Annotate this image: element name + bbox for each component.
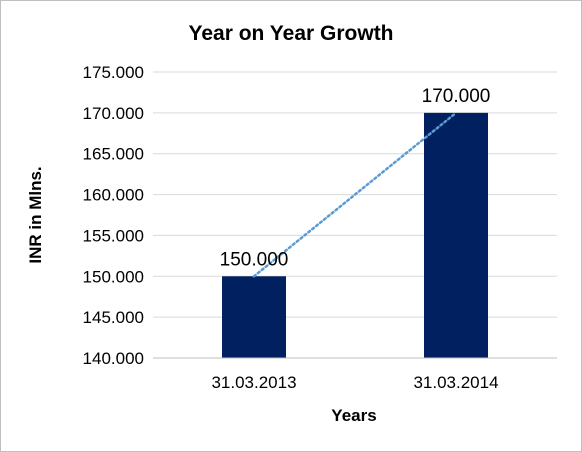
y-axis-title: INR in Mlns. <box>26 166 45 263</box>
y-tick-label: 170.000 <box>83 104 144 123</box>
x-tick-label: 31.03.2014 <box>413 373 498 392</box>
gridlines <box>153 71 557 318</box>
bar <box>424 112 488 358</box>
bars <box>222 112 488 358</box>
bar <box>222 276 286 358</box>
y-tick-label: 140.000 <box>83 349 144 368</box>
y-tick-label: 155.000 <box>83 226 144 245</box>
labels: 140.000 145.000 150.000 155.000 160.000 165.0… <box>83 63 499 392</box>
trendline-group <box>252 111 458 278</box>
x-tick-label: 31.03.2013 <box>211 373 296 392</box>
chart-title: Year on Year Growth <box>188 22 393 45</box>
data-label: 170.000 <box>422 86 491 107</box>
y-tick-label: 145.000 <box>83 308 144 327</box>
trendline <box>252 111 458 278</box>
y-tick-label: 150.000 <box>83 267 144 286</box>
x-axis-title: Years <box>331 406 376 425</box>
data-label: 150.000 <box>220 249 289 270</box>
y-tick-label: 160.000 <box>83 186 144 205</box>
y-tick-label: 165.000 <box>83 145 144 164</box>
y-tick-label: 175.000 <box>83 63 144 82</box>
